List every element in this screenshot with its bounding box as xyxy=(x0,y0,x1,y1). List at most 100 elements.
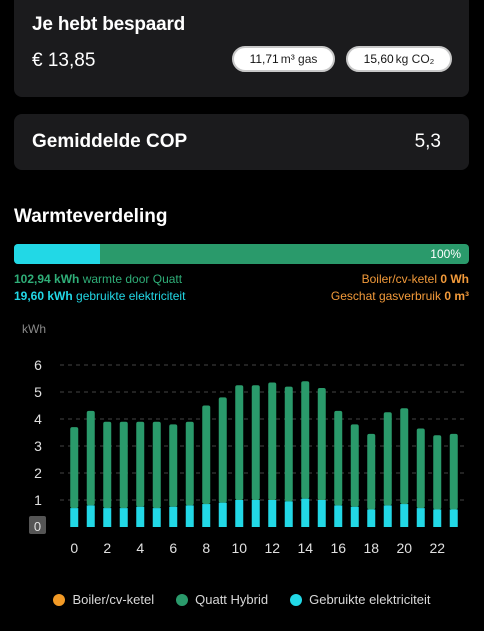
bar-electricity xyxy=(152,508,161,527)
quatt-dot-icon xyxy=(176,593,189,606)
bar-quatt xyxy=(152,421,161,509)
x-tick-label: 10 xyxy=(231,540,247,556)
bar-electricity xyxy=(136,506,145,527)
y-tick-label: 5 xyxy=(34,384,42,400)
cop-label: Gemiddelde COP xyxy=(32,131,188,152)
x-tick-label: 16 xyxy=(330,540,346,556)
bar-electricity xyxy=(251,500,260,527)
bar-quatt xyxy=(202,405,211,505)
bar-electricity xyxy=(416,508,425,527)
savings-card: Je hebt bespaard € 13,85 11,71 m³ gas 15… xyxy=(14,0,469,97)
bar-electricity xyxy=(70,508,79,527)
bar-quatt xyxy=(433,435,442,510)
heat-distribution-title: Warmteverdeling xyxy=(14,206,168,227)
electricity-text: gebruikte elektriciteit xyxy=(72,289,186,303)
x-tick-label: 12 xyxy=(264,540,280,556)
y-axis-label: kWh xyxy=(22,322,46,336)
bar-quatt xyxy=(350,424,359,507)
bar-quatt xyxy=(400,408,409,505)
boiler-text: Boiler/cv-ketel xyxy=(361,272,441,286)
x-tick-label: 14 xyxy=(297,540,313,556)
quatt-heat-line: 102,94 kWh warmte door Quatt xyxy=(14,272,182,286)
bar-electricity xyxy=(449,509,458,527)
bar-electricity xyxy=(235,500,244,527)
x-tick-label: 20 xyxy=(396,540,412,556)
electricity-value: 19,60 kWh xyxy=(14,289,73,303)
gas-savings-badge: 11,71 m³ gas xyxy=(232,46,335,72)
x-tick-label: 8 xyxy=(202,540,210,556)
legend-electricity-label: Gebruikte elektriciteit xyxy=(309,592,431,607)
electricity-dot-icon xyxy=(290,593,303,606)
legend-quatt-label: Quatt Hybrid xyxy=(195,592,269,607)
bar-electricity xyxy=(350,506,359,527)
bar-electricity xyxy=(284,501,293,527)
gas-usage-line: Geschat gasverbruik 0 m³ xyxy=(331,289,469,303)
bar-quatt xyxy=(284,386,293,502)
bar-quatt xyxy=(251,385,260,500)
heat-percent: 100% xyxy=(430,247,461,261)
y-tick-label: 1 xyxy=(34,492,42,508)
gas-usage-value: 0 m³ xyxy=(444,289,469,303)
electricity-line: 19,60 kWh gebruikte elektriciteit xyxy=(14,289,185,303)
bar-quatt xyxy=(185,421,194,506)
legend-quatt[interactable]: Quatt Hybrid xyxy=(176,592,268,607)
bar-electricity xyxy=(169,506,178,527)
bar-electricity xyxy=(185,505,194,527)
bar-quatt xyxy=(367,433,376,510)
chart-legend: Boiler/cv-ketel Quatt Hybrid Gebruikte e… xyxy=(0,592,484,607)
x-tick-label: 2 xyxy=(103,540,111,556)
legend-electricity[interactable]: Gebruikte elektriciteit xyxy=(290,592,431,607)
bar-electricity xyxy=(367,509,376,527)
y-tick-label: 2 xyxy=(34,465,42,481)
bar-quatt xyxy=(449,433,458,510)
bar-quatt xyxy=(70,427,79,509)
bar-quatt xyxy=(86,410,95,506)
bar-quatt xyxy=(119,421,128,509)
gas-usage-text: Geschat gasverbruik xyxy=(330,289,445,303)
bar-electricity xyxy=(103,508,112,527)
bar-electricity xyxy=(268,500,277,527)
y-tick-label: 6 xyxy=(34,357,42,373)
quatt-heat-value: 102,94 kWh xyxy=(14,272,80,286)
savings-title: Je hebt bespaard xyxy=(32,14,186,35)
cop-card: Gemiddelde COP 5,3 xyxy=(14,114,469,170)
x-tick-label: 6 xyxy=(169,540,177,556)
quatt-heat-text: warmte door Quatt xyxy=(79,272,183,286)
x-tick-label: 18 xyxy=(363,540,379,556)
y-tick-label: 3 xyxy=(34,438,42,454)
bar-electricity xyxy=(218,502,227,527)
bar-quatt xyxy=(268,382,277,500)
bar-quatt xyxy=(218,397,227,503)
bar-quatt xyxy=(317,387,326,500)
bar-electricity xyxy=(383,505,392,527)
heat-distribution-bar: 100% xyxy=(14,244,469,264)
bar-electricity xyxy=(433,509,442,527)
gas-savings-value: 11,71 xyxy=(249,52,279,66)
boiler-line: Boiler/cv-ketel 0 Wh xyxy=(362,272,469,286)
y-zero-marker xyxy=(29,516,46,534)
bar-electricity xyxy=(301,498,310,527)
x-tick-label: 0 xyxy=(70,540,78,556)
legend-boiler[interactable]: Boiler/cv-ketel xyxy=(53,592,154,607)
x-tick-label: 4 xyxy=(136,540,144,556)
bar-quatt xyxy=(383,412,392,506)
bar-quatt xyxy=(169,424,178,507)
boiler-dot-icon xyxy=(53,593,66,606)
bar-electricity xyxy=(317,500,326,527)
bar-electricity xyxy=(86,505,95,527)
bar-quatt xyxy=(416,428,425,509)
x-tick-label: 22 xyxy=(429,540,445,556)
bar-electricity xyxy=(202,504,211,527)
co2-savings-value: 15,60 xyxy=(363,52,394,66)
y-tick-label: 0 xyxy=(34,519,41,534)
bar-quatt xyxy=(136,421,145,507)
y-tick-label: 4 xyxy=(34,411,42,427)
gas-savings-unit: m³ gas xyxy=(280,52,318,66)
bar-electricity xyxy=(119,508,128,527)
boiler-value: 0 Wh xyxy=(440,272,469,286)
savings-amount: € 13,85 xyxy=(32,50,96,71)
electricity-share-fill xyxy=(14,244,101,264)
cop-value: 5,3 xyxy=(414,131,441,152)
bar-quatt xyxy=(334,410,343,506)
